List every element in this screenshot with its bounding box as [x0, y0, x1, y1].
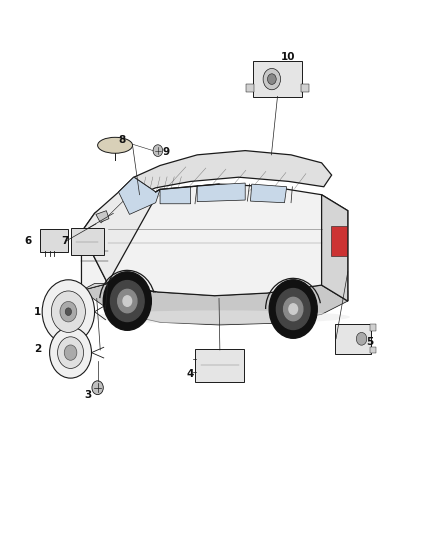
Circle shape	[103, 272, 151, 330]
Polygon shape	[251, 184, 287, 203]
Text: 5: 5	[366, 337, 373, 347]
Ellipse shape	[88, 310, 350, 324]
Polygon shape	[81, 184, 348, 301]
Circle shape	[268, 74, 276, 84]
Text: 6: 6	[24, 236, 32, 246]
Text: 10: 10	[281, 52, 295, 61]
Circle shape	[118, 289, 137, 313]
Circle shape	[51, 291, 85, 333]
FancyBboxPatch shape	[253, 61, 302, 98]
Circle shape	[263, 68, 281, 90]
Text: 3: 3	[85, 390, 92, 400]
Circle shape	[284, 297, 303, 321]
Polygon shape	[81, 232, 155, 292]
Polygon shape	[119, 177, 160, 214]
FancyBboxPatch shape	[71, 228, 104, 255]
Polygon shape	[160, 187, 191, 204]
FancyBboxPatch shape	[370, 325, 376, 331]
Circle shape	[269, 280, 317, 338]
Circle shape	[42, 280, 95, 344]
FancyBboxPatch shape	[81, 235, 93, 246]
Circle shape	[64, 345, 77, 360]
FancyBboxPatch shape	[246, 84, 254, 92]
Circle shape	[60, 302, 77, 322]
Circle shape	[123, 296, 132, 306]
FancyBboxPatch shape	[331, 226, 347, 256]
FancyBboxPatch shape	[335, 324, 371, 354]
Polygon shape	[81, 284, 348, 325]
Polygon shape	[96, 211, 109, 222]
Text: 1: 1	[34, 306, 42, 317]
Text: 8: 8	[118, 135, 126, 145]
Circle shape	[49, 327, 92, 378]
Polygon shape	[81, 284, 108, 290]
Polygon shape	[119, 151, 332, 198]
Text: 9: 9	[162, 147, 170, 157]
FancyBboxPatch shape	[370, 347, 376, 353]
FancyBboxPatch shape	[40, 229, 68, 252]
Text: 2: 2	[34, 344, 42, 354]
Circle shape	[276, 288, 310, 329]
Text: 7: 7	[62, 236, 69, 246]
Ellipse shape	[98, 138, 133, 154]
Polygon shape	[321, 195, 348, 301]
FancyBboxPatch shape	[300, 84, 309, 92]
Circle shape	[110, 280, 144, 321]
FancyBboxPatch shape	[195, 349, 244, 382]
Circle shape	[357, 333, 367, 345]
Polygon shape	[81, 177, 160, 284]
Circle shape	[289, 304, 297, 314]
Circle shape	[65, 308, 71, 316]
Circle shape	[92, 381, 103, 394]
Polygon shape	[197, 183, 245, 201]
Circle shape	[153, 145, 162, 157]
Circle shape	[57, 337, 84, 368]
Text: 4: 4	[187, 369, 194, 379]
